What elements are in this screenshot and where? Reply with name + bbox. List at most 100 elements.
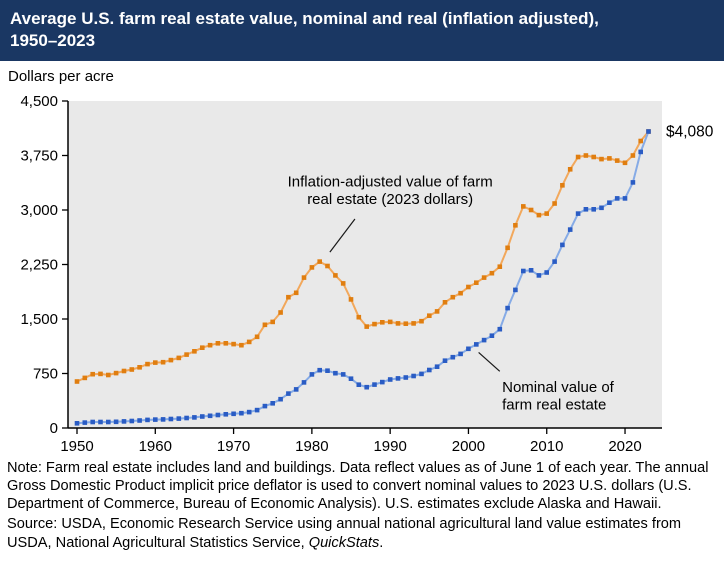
data-point-marker: [513, 287, 518, 293]
data-point-marker: [450, 355, 456, 360]
data-point-marker: [513, 223, 518, 228]
data-point-marker: [129, 418, 135, 424]
data-point-marker: [176, 416, 182, 422]
data-point-marker: [567, 167, 573, 172]
data-point-marker: [630, 153, 636, 158]
x-tick-label: 1990: [373, 438, 406, 455]
data-point-marker: [544, 270, 549, 275]
data-point-marker: [176, 355, 182, 361]
data-point-marker: [348, 376, 354, 382]
data-point-marker: [293, 290, 299, 296]
data-point-marker: [505, 305, 510, 311]
data-point-marker: [184, 415, 189, 421]
data-point-marker: [90, 372, 95, 377]
data-point-marker: [82, 420, 88, 426]
x-tick-label: 2000: [452, 438, 485, 455]
data-point-marker: [521, 268, 526, 274]
source-italic-title: QuickStats: [308, 534, 380, 551]
annotation-label: Nominal value of: [502, 379, 615, 396]
data-point-marker: [168, 357, 174, 363]
data-point-marker: [113, 419, 119, 425]
data-point-marker: [521, 204, 526, 209]
data-point-marker: [278, 397, 283, 402]
data-point-marker: [215, 412, 221, 418]
data-point-marker: [591, 154, 596, 160]
data-point-marker: [145, 361, 150, 367]
plot-area: [68, 101, 662, 429]
annotation-label: farm real estate: [502, 397, 606, 414]
data-point-marker: [239, 343, 244, 348]
annotation-leader-line: [329, 218, 356, 253]
data-point-marker: [372, 321, 377, 327]
annotation-label: real estate (2023 dollars): [307, 191, 473, 208]
data-point-marker: [98, 371, 103, 377]
data-point-marker: [153, 417, 158, 423]
data-point-marker: [364, 324, 369, 330]
data-point-marker: [567, 227, 573, 233]
y-tick-label: 2,250: [20, 257, 58, 274]
data-point-marker: [599, 156, 604, 162]
data-point-marker: [575, 154, 581, 160]
data-point-marker: [458, 351, 463, 357]
data-point-marker: [223, 341, 229, 346]
data-point-marker: [129, 367, 135, 372]
data-point-marker: [207, 413, 213, 419]
data-point-marker: [458, 291, 463, 296]
data-point-marker: [583, 153, 589, 158]
end-value-label: $4,080: [666, 124, 714, 141]
title-banner: Average U.S. farm real estate value, nom…: [0, 0, 724, 62]
data-point-marker: [403, 321, 409, 327]
data-point-marker: [442, 300, 448, 305]
data-point-marker: [591, 207, 596, 212]
data-point-marker: [168, 416, 174, 422]
data-point-marker: [348, 297, 354, 302]
data-point-marker: [552, 201, 557, 206]
y-tick-label: 3,000: [20, 202, 58, 219]
data-point-marker: [638, 138, 643, 144]
annotation-label: Inflation-adjusted value of farm: [288, 174, 493, 191]
data-point-marker: [614, 158, 620, 164]
x-tick-label: 1950: [60, 438, 93, 455]
data-point-marker: [489, 333, 495, 339]
data-point-marker: [427, 313, 432, 319]
data-point-marker: [293, 387, 299, 392]
data-point-marker: [481, 275, 487, 281]
x-tick-label: 1980: [295, 438, 328, 455]
data-point-marker: [419, 319, 424, 324]
note-text: Note: Farm real estate includes land and…: [7, 459, 716, 513]
data-point-marker: [286, 391, 291, 397]
data-point-marker: [309, 372, 315, 377]
data-point-marker: [317, 259, 322, 265]
data-point-marker: [325, 368, 330, 374]
y-axis-units-label: Dollars per acre: [8, 68, 114, 86]
data-point-marker: [262, 322, 268, 328]
data-point-marker: [160, 417, 166, 422]
data-point-marker: [528, 268, 534, 273]
data-point-marker: [309, 265, 315, 270]
y-tick-label: 0: [50, 420, 58, 437]
data-point-marker: [560, 183, 565, 188]
data-point-marker: [145, 417, 150, 423]
data-point-marker: [106, 372, 111, 378]
data-point-marker: [434, 309, 440, 314]
data-point-marker: [434, 364, 440, 370]
data-point-marker: [387, 377, 393, 382]
y-tick-label: 750: [33, 366, 58, 383]
data-point-marker: [121, 419, 127, 424]
data-point-marker: [137, 418, 142, 423]
data-point-marker: [411, 321, 416, 326]
data-point-marker: [607, 156, 612, 161]
data-point-marker: [552, 259, 557, 265]
data-point-marker: [583, 207, 589, 212]
data-point-marker: [286, 295, 291, 300]
data-point-marker: [630, 180, 636, 185]
data-point-marker: [223, 412, 229, 417]
data-point-marker: [325, 263, 330, 269]
data-point-marker: [427, 367, 432, 373]
data-point-marker: [340, 281, 346, 286]
data-point-marker: [192, 349, 197, 354]
data-point-marker: [364, 385, 369, 390]
data-point-marker: [153, 360, 158, 366]
data-point-marker: [121, 368, 127, 374]
data-point-marker: [380, 320, 385, 325]
